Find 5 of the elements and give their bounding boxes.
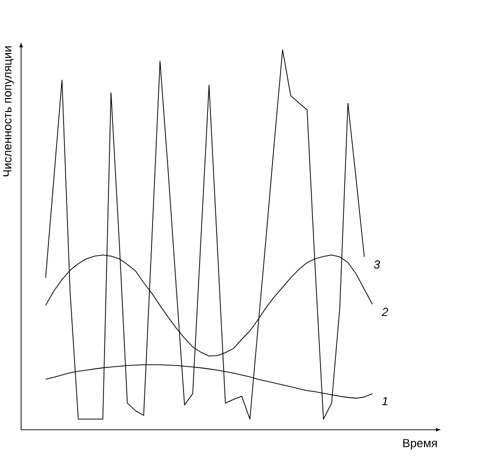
series-label: 3 xyxy=(374,260,380,269)
series-label: 1 xyxy=(382,397,388,406)
x-axis-title: Время xyxy=(403,439,437,450)
series-label: 2 xyxy=(382,308,388,316)
y-axis-title: Численность популяции xyxy=(3,46,14,176)
